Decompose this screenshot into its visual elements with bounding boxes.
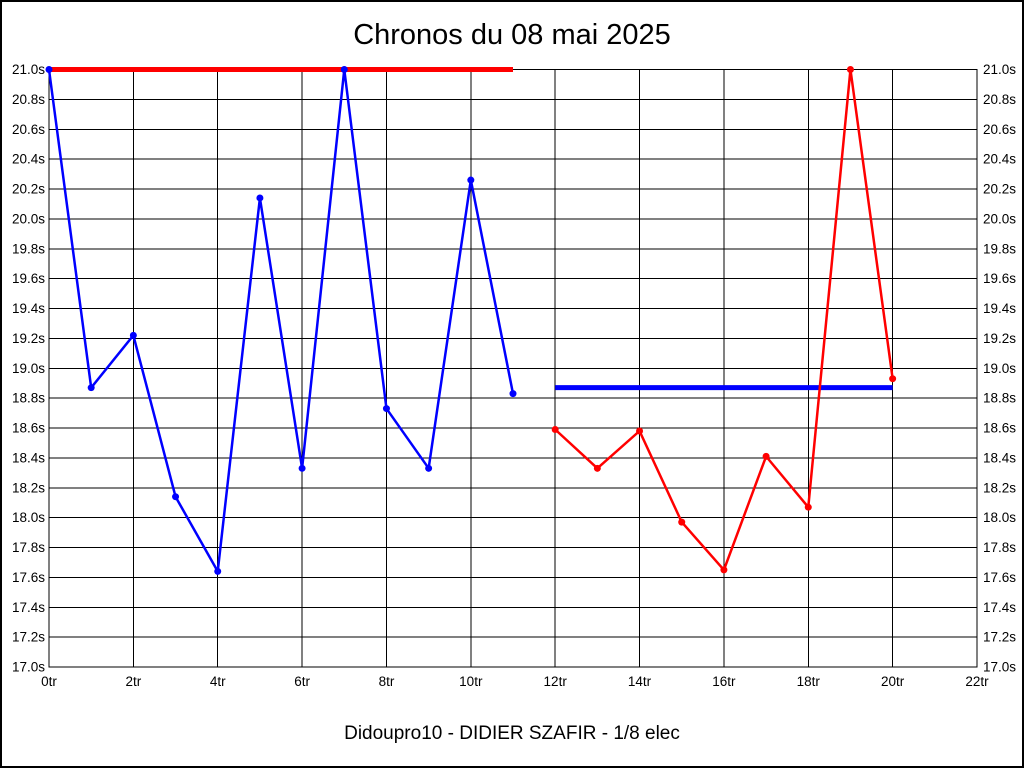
data-point-marker-run-2-red	[636, 427, 644, 435]
x-tick-label: 8tr	[379, 674, 395, 689]
y-tick-label-left: 17.6s	[12, 570, 45, 585]
y-tick-label-left: 19.2s	[12, 331, 45, 346]
y-tick-label-right: 17.6s	[983, 570, 1016, 585]
y-tick-label-left: 18.0s	[12, 510, 45, 525]
data-point-marker-run-2-red	[593, 464, 601, 472]
y-tick-label-left: 18.4s	[12, 450, 45, 465]
y-tick-label-right: 18.0s	[983, 510, 1016, 525]
y-tick-label-left: 20.2s	[12, 182, 45, 197]
y-tick-label-right: 18.8s	[983, 391, 1016, 406]
data-point-marker-run-1-blue	[172, 493, 180, 501]
x-tick-label: 4tr	[210, 674, 226, 689]
data-point-marker-run-1-blue	[382, 405, 390, 413]
y-tick-label-left: 20.0s	[12, 211, 45, 226]
data-point-marker-run-1-blue	[298, 464, 306, 472]
gridlines	[48, 69, 978, 668]
x-tick-label: 2tr	[125, 674, 141, 689]
y-tick-label-right: 20.8s	[983, 92, 1016, 107]
y-tick-label-right: 17.2s	[983, 630, 1016, 645]
series-run-2-red	[551, 66, 897, 574]
y-tick-label-right: 21.0s	[983, 62, 1016, 77]
data-point-marker-run-1-blue	[129, 331, 137, 339]
data-point-marker-run-1-blue	[256, 194, 264, 202]
y-tick-label-right: 20.2s	[983, 182, 1016, 197]
data-point-marker-run-2-red	[846, 66, 854, 73]
chart-title: Chronos du 08 mai 2025	[353, 19, 671, 51]
data-point-marker-run-1-blue	[509, 390, 517, 398]
y-tick-label-right: 19.8s	[983, 241, 1016, 256]
chart-subtitle: Didoupro10 - DIDIER SZAFIR - 1/8 elec	[344, 723, 680, 744]
y-tick-label-right: 19.6s	[983, 271, 1016, 286]
y-tick-label-left: 18.2s	[12, 480, 45, 495]
x-tick-label: 22tr	[965, 674, 989, 689]
y-tick-label-left: 17.2s	[12, 630, 45, 645]
y-tick-label-right: 20.6s	[983, 122, 1016, 137]
y-tick-label-right: 18.2s	[983, 480, 1016, 495]
series-run-1-blue	[45, 66, 517, 575]
y-tick-label-left: 19.6s	[12, 271, 45, 286]
data-point-marker-run-1-blue	[214, 567, 222, 575]
y-tick-label-left: 19.4s	[12, 301, 45, 316]
x-tick-label: 18tr	[797, 674, 821, 689]
data-point-marker-run-1-blue	[340, 66, 348, 73]
data-point-marker-run-2-red	[889, 375, 897, 383]
y-tick-label-left: 17.0s	[12, 660, 45, 675]
data-point-marker-run-2-red	[551, 425, 559, 433]
data-point-marker-run-2-red	[720, 566, 728, 574]
y-tick-label-right: 17.0s	[983, 660, 1016, 675]
x-tick-label: 16tr	[712, 674, 736, 689]
x-tick-label: 10tr	[459, 674, 483, 689]
series-line-run-1-blue	[47, 68, 515, 573]
y-tick-label-left: 18.6s	[12, 421, 45, 436]
y-tick-label-left: 21.0s	[12, 62, 45, 77]
data-point-marker-run-2-red	[804, 503, 812, 511]
y-tick-label-left: 20.6s	[12, 122, 45, 137]
y-tick-label-right: 19.0s	[983, 361, 1016, 376]
y-tick-label-left: 19.0s	[12, 361, 45, 376]
x-tick-label: 20tr	[881, 674, 905, 689]
y-tick-label-right: 19.2s	[983, 331, 1016, 346]
data-point-marker-run-1-blue	[467, 176, 475, 184]
x-tick-label: 12tr	[544, 674, 568, 689]
y-tick-label-left: 17.8s	[12, 540, 45, 555]
y-tick-label-left: 20.8s	[12, 92, 45, 107]
y-tick-label-right: 20.0s	[983, 211, 1016, 226]
y-tick-label-right: 19.4s	[983, 301, 1016, 316]
x-axis-labels: 0tr 2tr 4tr 6tr 8tr 10tr 12tr 14tr 16tr 18tr 20tr 2…	[41, 674, 989, 689]
data-point-marker-run-1-blue	[425, 464, 433, 472]
y-tick-label-right: 18.4s	[983, 450, 1016, 465]
x-tick-label: 0tr	[41, 674, 57, 689]
data-point-marker-run-1-blue	[45, 66, 53, 73]
x-tick-label: 6tr	[294, 674, 310, 689]
data-point-marker-run-2-red	[762, 452, 770, 460]
y-tick-label-left: 20.4s	[12, 152, 45, 167]
y-tick-label-left: 19.8s	[12, 241, 45, 256]
y-tick-label-right: 17.8s	[983, 540, 1016, 555]
y-tick-label-left: 18.8s	[12, 391, 45, 406]
y-tick-label-right: 20.4s	[983, 152, 1016, 167]
data-point-marker-run-1-blue	[87, 384, 95, 392]
y-tick-label-right: 18.6s	[983, 421, 1016, 436]
x-tick-label: 14tr	[628, 674, 652, 689]
data-point-marker-run-2-red	[678, 518, 686, 526]
y-tick-label-left: 17.4s	[12, 600, 45, 615]
y-axis-labels: 21.0s 21.0s 20.8s 20.8s 20.6s 20.6s 20.4s 20.4s…	[12, 62, 1016, 675]
y-tick-label-right: 17.4s	[983, 600, 1016, 615]
